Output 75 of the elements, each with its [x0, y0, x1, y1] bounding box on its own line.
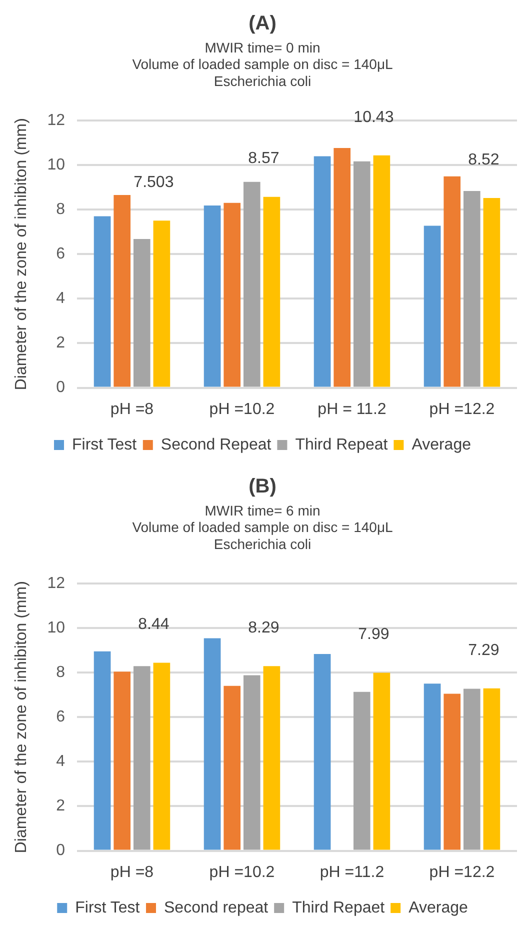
y-tick-label: 12 [47, 112, 66, 129]
y-axis-title: Diameter of the zone of inhibiton (mm) [13, 581, 30, 854]
y-tick-label: 8 [56, 664, 66, 681]
bar [483, 688, 500, 850]
bar [353, 161, 370, 387]
bar [263, 196, 280, 387]
bar [133, 238, 150, 387]
y-tick-label: 6 [56, 246, 66, 263]
x-tick-label: pH =8 [110, 864, 154, 881]
chart-subtitle: MWIR time= 0 min Volume of loaded sample on disc = 140μL Escherichia coli [132, 39, 394, 89]
bar [224, 202, 241, 387]
legend-label: First Test [75, 899, 140, 916]
bar [153, 662, 170, 850]
data-label: 8.57 [248, 150, 280, 168]
legend-label: Third Repaet [292, 899, 386, 916]
bar [373, 155, 390, 387]
legend-label: Second Repeat [160, 436, 272, 454]
y-tick-label: 4 [56, 290, 66, 308]
bar [444, 694, 461, 850]
y-tick-label: 10 [47, 156, 66, 174]
bar [114, 672, 131, 850]
bar [314, 654, 331, 850]
x-tick-label: pH =12.2 [429, 400, 495, 418]
bar [114, 195, 131, 387]
data-label: 8.44 [138, 616, 170, 634]
bar [444, 176, 461, 387]
legend-label: Third Repeat [295, 436, 388, 454]
y-tick-label: 0 [56, 842, 66, 860]
bar [224, 686, 241, 850]
bar [94, 651, 111, 850]
y-tick-label: 2 [56, 334, 66, 352]
y-tick-label: 2 [56, 798, 66, 815]
y-tick-label: 12 [47, 574, 66, 592]
legend-label: Average [412, 436, 472, 454]
x-tick-label: pH =12.2 [429, 864, 495, 881]
x-tick-label: pH =10.2 [209, 864, 275, 881]
data-label: 7.99 [358, 626, 390, 644]
y-tick-label: 0 [56, 379, 66, 396]
bar [424, 684, 441, 850]
bar [373, 672, 390, 850]
chart-subtitle: MWIR time= 6 min Volume of loaded sample on disc = 140μL Escherichia coli [132, 502, 394, 552]
data-label: 7.29 [468, 642, 500, 659]
y-tick-label: 4 [56, 753, 66, 770]
bar [243, 675, 260, 850]
data-label: 8.29 [248, 619, 280, 636]
y-tick-label: 8 [56, 200, 66, 218]
bar [263, 666, 280, 850]
bar [133, 666, 150, 850]
bar [424, 226, 441, 387]
chart-title: (B) [248, 476, 276, 498]
bar [94, 216, 111, 387]
bar [353, 692, 370, 850]
data-label: 7.503 [134, 174, 174, 192]
y-axis-title: Diameter of the zone of inhibiton (mm) [13, 118, 30, 390]
bar [483, 198, 500, 387]
chart-title: (A) [248, 12, 276, 35]
legend-label: Average [408, 899, 468, 916]
bar [153, 220, 170, 387]
x-tick-label: pH =11.2 [320, 864, 384, 881]
bar [314, 156, 331, 387]
x-tick-label: pH =8 [110, 400, 154, 418]
x-tick-label: pH =10.2 [209, 400, 275, 418]
bar [463, 191, 480, 387]
data-label: 8.52 [468, 151, 500, 168]
y-tick-label: 10 [47, 619, 66, 636]
bar [463, 688, 480, 850]
bar [334, 148, 351, 387]
bar [204, 638, 221, 850]
y-tick-label: 6 [56, 708, 66, 726]
x-tick-label: pH = 11.2 [318, 400, 386, 418]
legend-label: Second repeat [164, 899, 269, 916]
bar [204, 206, 221, 387]
bar [243, 182, 260, 387]
legend-label: First Test [72, 436, 138, 454]
data-label: 10.43 [354, 108, 394, 126]
